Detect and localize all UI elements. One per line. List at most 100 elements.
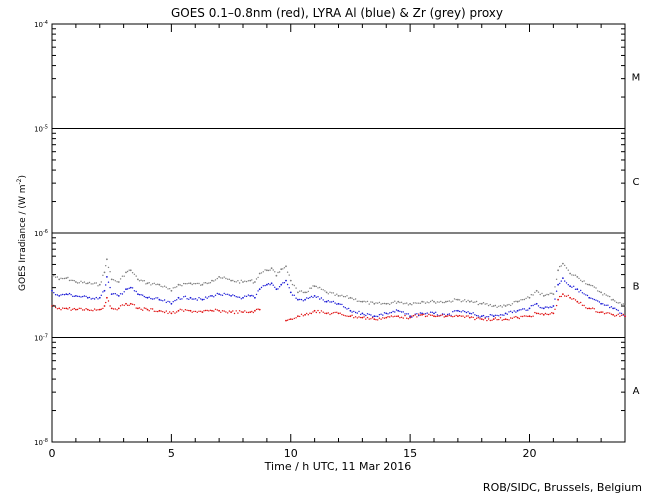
data-point-fill bbox=[586, 283, 589, 286]
data-point-fill bbox=[383, 302, 386, 305]
data-point-fill bbox=[523, 315, 526, 317]
data-point-fill bbox=[336, 303, 338, 305]
data-point-fill bbox=[581, 292, 584, 294]
data-point-fill bbox=[564, 264, 566, 267]
data-point-fill bbox=[436, 301, 439, 303]
data-point-fill bbox=[317, 296, 319, 298]
y-axis: 10-810-710-610-510-4 bbox=[34, 20, 625, 447]
data-point-fill bbox=[83, 295, 86, 297]
data-point bbox=[304, 291, 306, 294]
data-point-fill bbox=[346, 308, 348, 310]
data-point bbox=[65, 293, 68, 295]
data-point-fill bbox=[450, 301, 452, 303]
data-point-fill bbox=[620, 312, 623, 315]
data-point-fill bbox=[93, 282, 96, 284]
data-point-fill bbox=[331, 312, 333, 315]
data-point bbox=[445, 300, 447, 303]
data-point-fill bbox=[153, 282, 155, 284]
data-point-fill bbox=[309, 287, 311, 289]
flare-class-label: M bbox=[632, 72, 641, 83]
data-point bbox=[137, 278, 139, 281]
data-point-fill bbox=[140, 279, 142, 281]
data-point-fill bbox=[131, 287, 134, 289]
data-point-fill bbox=[383, 317, 386, 319]
data-point-fill bbox=[501, 319, 503, 321]
data-point-fill bbox=[605, 304, 607, 306]
data-point-fill bbox=[462, 300, 464, 302]
data-point-fill bbox=[277, 288, 279, 290]
data-point bbox=[433, 315, 435, 318]
data-point-fill bbox=[54, 294, 57, 296]
data-point-fill bbox=[489, 303, 491, 306]
data-point-fill bbox=[90, 298, 92, 300]
data-point-fill bbox=[394, 300, 396, 302]
data-point-fill bbox=[607, 295, 609, 297]
data-point-fill bbox=[525, 297, 527, 300]
data-point-fill bbox=[370, 314, 372, 316]
data-point-fill bbox=[151, 308, 154, 310]
data-point-fill bbox=[580, 279, 582, 281]
data-point-fill bbox=[135, 290, 137, 293]
data-point-fill bbox=[418, 302, 420, 304]
data-point-fill bbox=[513, 316, 515, 318]
data-point-fill bbox=[257, 308, 259, 310]
data-point-fill bbox=[363, 314, 365, 316]
data-point-fill bbox=[486, 303, 488, 305]
data-point-fill bbox=[151, 283, 154, 285]
data-point-fill bbox=[227, 293, 229, 295]
data-point bbox=[457, 298, 459, 301]
data-point-fill bbox=[331, 301, 333, 303]
data-point-fill bbox=[121, 275, 124, 277]
data-point-fill bbox=[523, 298, 526, 301]
data-point-fill bbox=[157, 310, 159, 313]
flare-class-label: A bbox=[633, 386, 640, 397]
y-tick-exp: -4 bbox=[43, 20, 48, 26]
data-point bbox=[117, 281, 120, 283]
data-point-fill bbox=[334, 294, 336, 296]
data-point-fill bbox=[196, 282, 198, 285]
data-point-fill bbox=[102, 291, 104, 293]
data-point-fill bbox=[541, 307, 543, 309]
data-point-fill bbox=[574, 274, 577, 276]
data-point-fill bbox=[510, 310, 512, 312]
data-point-fill bbox=[595, 311, 597, 313]
data-point-fill bbox=[565, 267, 568, 269]
data-point bbox=[457, 315, 459, 318]
data-point-fill bbox=[620, 303, 623, 306]
data-point-fill bbox=[534, 311, 536, 314]
data-point bbox=[600, 302, 602, 305]
data-point-fill bbox=[327, 293, 329, 295]
data-point-fill bbox=[288, 274, 290, 276]
data-point-fill bbox=[227, 278, 229, 280]
data-point-fill bbox=[564, 280, 566, 282]
data-point-fill bbox=[346, 315, 348, 317]
data-point-fill bbox=[346, 295, 348, 297]
data-point-fill bbox=[585, 283, 587, 285]
data-point-fill bbox=[155, 283, 157, 286]
data-point-fill bbox=[142, 280, 144, 282]
data-point-fill bbox=[607, 312, 609, 314]
data-point-fill bbox=[395, 302, 398, 304]
data-point-fill bbox=[167, 288, 169, 290]
data-point-fill bbox=[88, 309, 91, 312]
data-point bbox=[103, 305, 106, 307]
data-point-fill bbox=[598, 301, 601, 303]
data-point-fill bbox=[223, 310, 225, 312]
data-point-fill bbox=[282, 268, 284, 270]
data-point-fill bbox=[414, 314, 416, 316]
data-point bbox=[542, 307, 545, 310]
data-point bbox=[569, 296, 571, 299]
data-point bbox=[576, 276, 579, 278]
data-point-fill bbox=[375, 302, 377, 304]
data-point bbox=[480, 302, 483, 305]
data-point-fill bbox=[431, 299, 433, 302]
data-point-fill bbox=[92, 297, 94, 300]
data-point-fill bbox=[272, 284, 274, 286]
data-point-fill bbox=[605, 312, 607, 314]
data-point-fill bbox=[366, 313, 369, 315]
data-point-fill bbox=[196, 299, 198, 301]
data-point-fill bbox=[135, 275, 137, 277]
data-point-fill bbox=[513, 310, 515, 312]
data-point-fill bbox=[324, 290, 326, 292]
data-point-fill bbox=[60, 309, 62, 311]
